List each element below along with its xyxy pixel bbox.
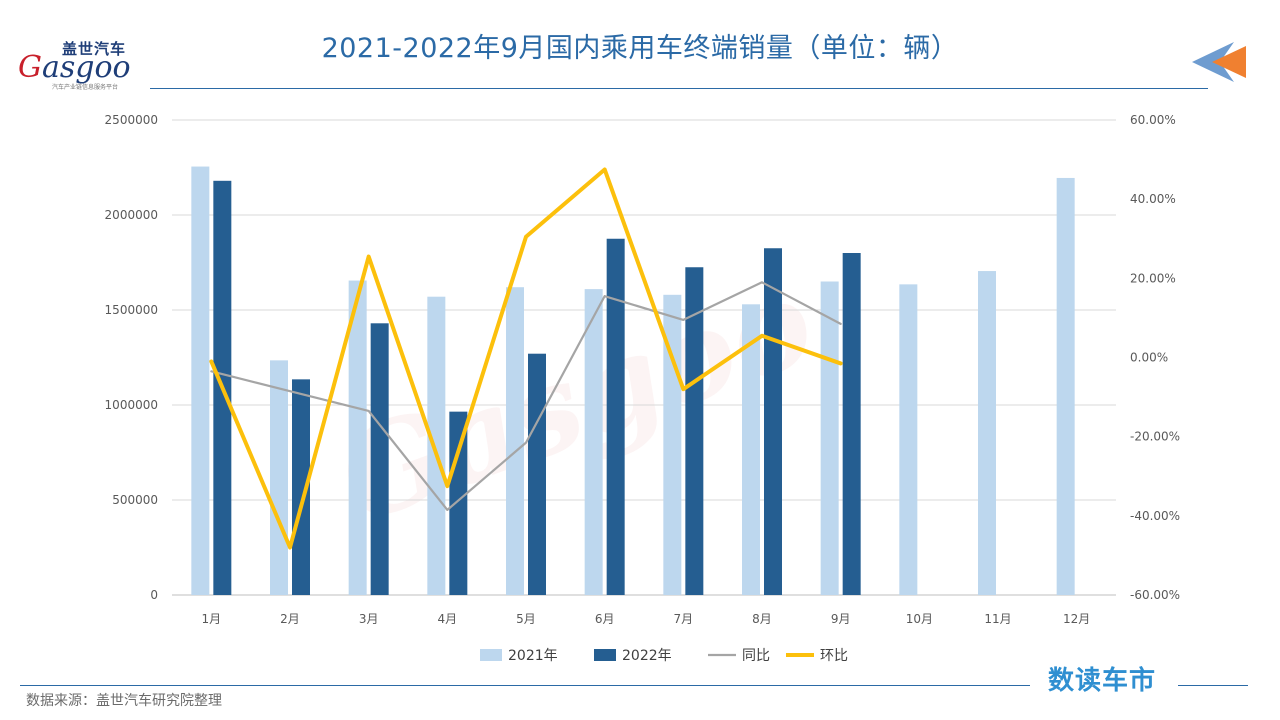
line-同比 xyxy=(210,281,842,511)
logo-cn-text: 盖世汽车 xyxy=(62,40,127,58)
bar-2022年 xyxy=(606,238,625,595)
legend-swatch xyxy=(594,649,616,661)
bar-2021年 xyxy=(348,280,367,595)
bar-2022年 xyxy=(685,267,704,595)
bar-2022年 xyxy=(449,411,468,595)
category-label: 7月 xyxy=(674,612,694,626)
bar-2022年 xyxy=(842,253,861,595)
right-tick-label: -20.00% xyxy=(1130,430,1180,444)
category-label: 11月 xyxy=(984,612,1011,626)
left-tick-label: 2000000 xyxy=(105,208,158,222)
bar-2021年 xyxy=(270,360,288,595)
legend-label: 环比 xyxy=(820,648,848,664)
bar-2021年 xyxy=(584,289,603,595)
category-label: 10月 xyxy=(906,612,933,626)
legend-swatch xyxy=(480,649,502,661)
category-label: 5月 xyxy=(516,612,536,626)
category-label: 2月 xyxy=(280,612,300,626)
bar-2021年 xyxy=(1056,177,1075,595)
logo-subtitle: 汽车产业链信息服务平台 xyxy=(52,84,119,91)
footer-divider-right xyxy=(1178,685,1248,686)
legend-label: 2021年 xyxy=(508,648,558,664)
bar-2021年 xyxy=(427,296,446,595)
bar-2021年 xyxy=(506,287,524,595)
left-tick-label: 500000 xyxy=(112,493,158,507)
right-tick-label: 20.00% xyxy=(1130,271,1176,285)
bar-2021年 xyxy=(899,284,918,595)
category-label: 4月 xyxy=(438,612,458,626)
category-label: 3月 xyxy=(359,612,379,626)
bar-2022年 xyxy=(764,248,782,595)
category-label: 8月 xyxy=(752,612,772,626)
brand-mark: 数读车市 xyxy=(1048,666,1157,696)
bar-2022年 xyxy=(528,353,546,595)
left-tick-label: 0 xyxy=(150,588,158,602)
bar-2022年 xyxy=(370,323,389,595)
bar-2021年 xyxy=(820,281,839,595)
logo-en-text: Gasgoo xyxy=(18,50,131,85)
right-tick-label: 40.00% xyxy=(1130,192,1176,206)
right-tick-label: 60.00% xyxy=(1130,113,1176,127)
left-tick-label: 1500000 xyxy=(105,303,158,317)
category-label: 12月 xyxy=(1063,612,1090,626)
bar-2021年 xyxy=(191,166,210,596)
back-arrow-icon xyxy=(1192,42,1246,82)
gasgoo-logo: 盖世汽车 Gasgoo 汽车产业链信息服务平台 xyxy=(18,38,148,94)
category-label: 6月 xyxy=(595,612,615,626)
legend-label: 2022年 xyxy=(622,648,672,664)
category-label: 1月 xyxy=(202,612,222,626)
footer-divider-left xyxy=(20,685,1030,686)
left-tick-label: 1000000 xyxy=(105,398,158,412)
title-divider xyxy=(150,88,1208,89)
category-label: 9月 xyxy=(831,612,851,626)
data-source: 数据来源：盖世汽车研究院整理 xyxy=(26,693,222,709)
bar-2021年 xyxy=(978,271,996,595)
right-tick-label: -60.00% xyxy=(1130,588,1180,602)
bar-2021年 xyxy=(742,304,760,595)
right-tick-label: -40.00% xyxy=(1130,509,1180,523)
left-tick-label: 2500000 xyxy=(105,113,158,127)
line-环比 xyxy=(209,167,843,550)
chart-title: 2021-2022年9月国内乘用车终端销量（单位：辆） xyxy=(321,33,959,64)
bar-2022年 xyxy=(292,379,310,595)
legend-label: 同比 xyxy=(742,648,770,664)
right-tick-label: 0.00% xyxy=(1130,351,1168,365)
